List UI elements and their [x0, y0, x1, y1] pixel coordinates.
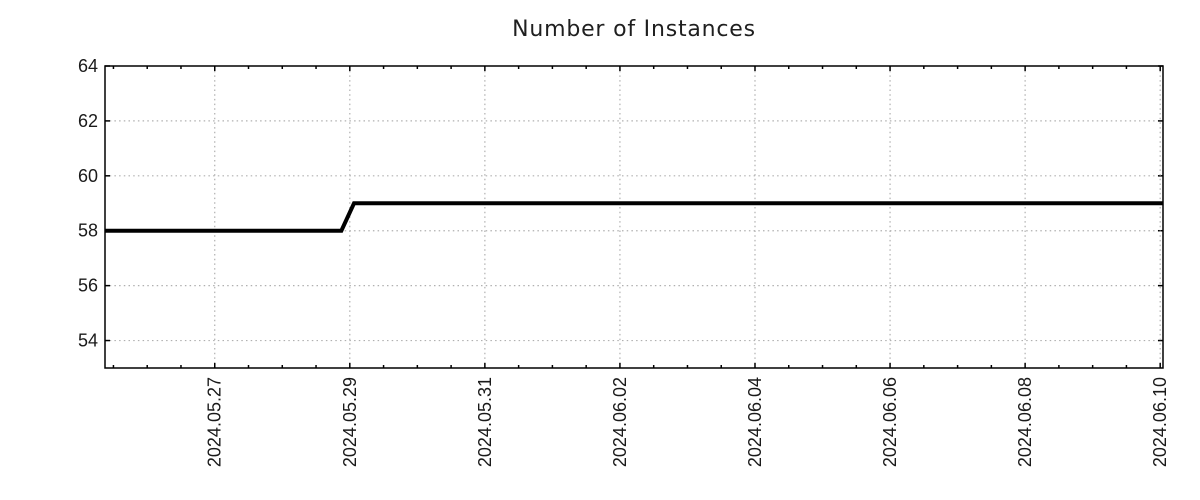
y-tick-label: 58: [78, 221, 98, 241]
y-tick-label: 62: [78, 111, 98, 131]
x-tick-label: 2024.05.27: [205, 377, 225, 467]
x-tick-label: 2024.06.10: [1150, 377, 1170, 467]
chart-title: Number of Instances: [512, 17, 756, 42]
x-tick-label: 2024.06.02: [610, 377, 630, 467]
y-tick-label: 54: [78, 331, 98, 351]
x-tick-label: 2024.05.31: [475, 377, 495, 467]
x-tick-label: 2024.05.29: [340, 377, 360, 467]
data-line: [105, 201, 1163, 233]
y-tick-label: 60: [78, 166, 98, 186]
y-tick-label: 56: [78, 276, 98, 296]
x-tick-label: 2024.06.08: [1015, 377, 1035, 467]
y-tick-label: 64: [78, 56, 98, 76]
x-tick-label: 2024.06.06: [880, 377, 900, 467]
plot-border: [104, 65, 1164, 369]
x-tick-label: 2024.06.04: [745, 377, 765, 467]
